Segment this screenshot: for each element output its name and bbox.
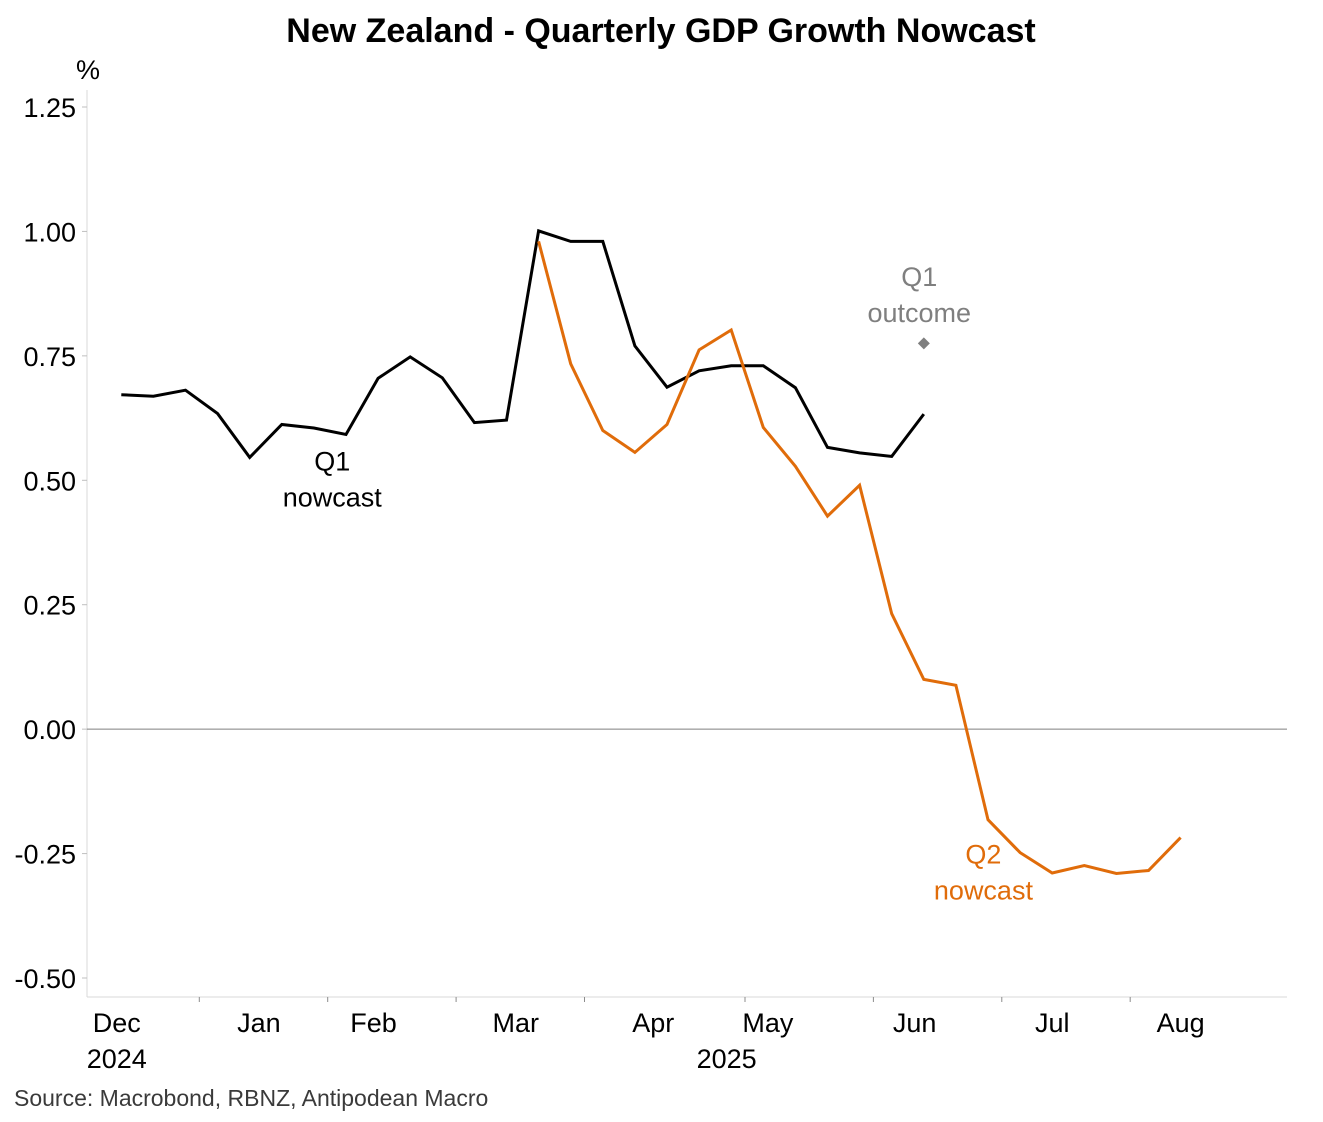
y-tick-label: 1.00 [23,217,76,247]
annotation-line: nowcast [283,482,383,512]
source-note: Source: Macrobond, RBNZ, Antipodean Macr… [14,1085,488,1111]
y-axis: 1.25 1.00 0.75 0.50 0.25 0.00 -0.25 -0.50 [14,93,1287,994]
y-tick-label: 0.50 [23,466,76,496]
annotation-q2-nowcast: Q2 nowcast [934,840,1034,906]
y-tick-label: 0.75 [23,342,76,372]
x-tick-label: Mar [492,1008,539,1038]
x-year-label: 2024 [87,1044,147,1074]
annotation-line: Q2 [965,840,1001,870]
annotation-line: Q1 [901,262,937,292]
chart-title: New Zealand - Quarterly GDP Growth Nowca… [286,12,1035,50]
y-tick-label: -0.50 [14,964,76,994]
y-tick-label: 1.25 [23,93,76,123]
y-axis-unit-label: % [76,55,100,85]
x-tick-label: Jul [1035,1008,1070,1038]
y-tick-label: -0.25 [14,840,76,870]
q1-outcome-marker [917,337,930,350]
annotation-line: outcome [867,298,971,328]
x-tick-label: Feb [350,1008,397,1038]
x-tick-label: Dec [93,1008,141,1038]
annotation-q1-nowcast: Q1 nowcast [283,446,383,512]
series-line-q1-nowcast [121,228,925,460]
annotation-line: nowcast [934,876,1034,906]
x-tick-label: Aug [1157,1008,1205,1038]
series-line-q2-nowcast [537,241,1182,876]
y-tick-label: 0.25 [23,591,76,621]
annotation-line: Q1 [314,446,350,476]
x-tick-label: Jan [237,1008,281,1038]
x-tick-label: Apr [632,1008,674,1038]
x-year-label: 2025 [697,1044,757,1074]
annotation-group: Q1 nowcast Q1 outcome Q2 nowcast [283,262,1034,905]
x-tick-label: Jun [893,1008,937,1038]
x-tick-label: May [742,1008,794,1038]
annotation-q1-outcome: Q1 outcome [867,262,971,328]
y-tick-label: 0.00 [23,715,76,745]
x-axis: Dec Jan Feb Mar Apr May Jun Jul Aug 2024 2025 [87,997,1205,1074]
series-group [121,228,1182,876]
